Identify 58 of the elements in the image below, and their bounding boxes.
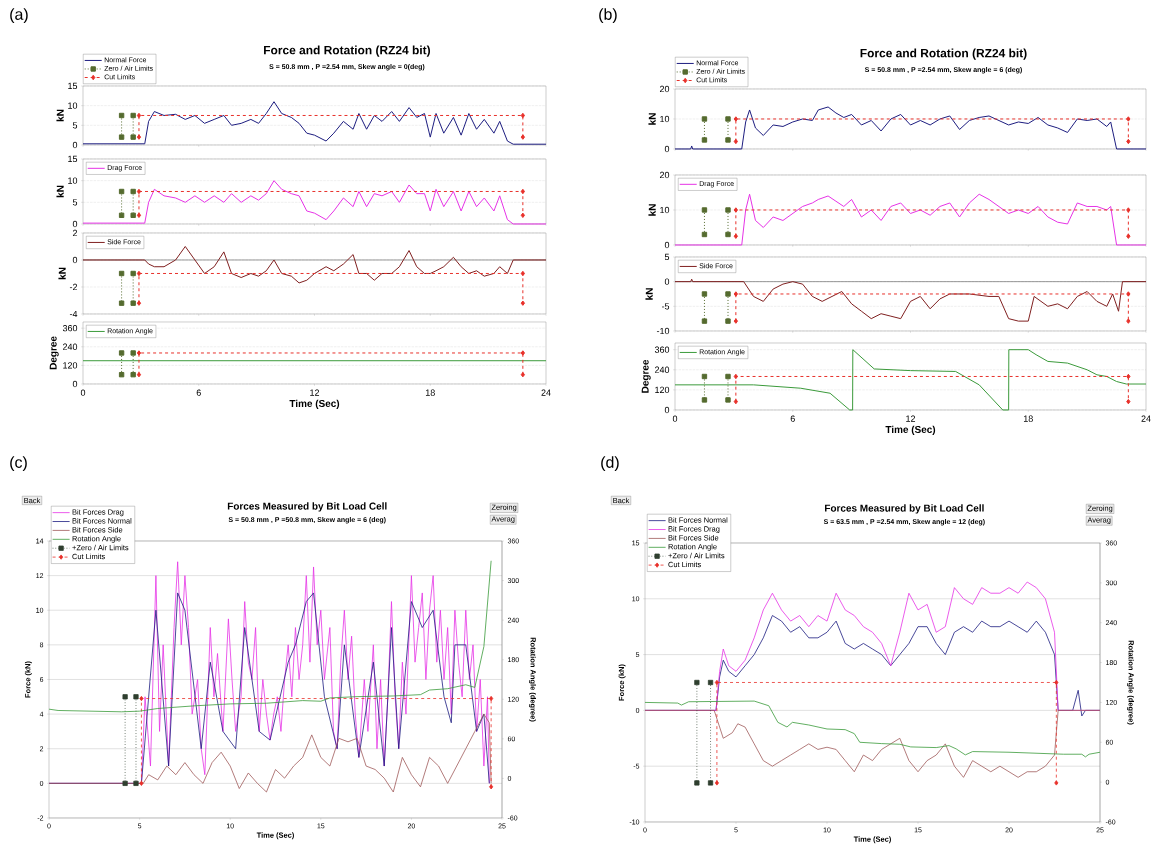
y-axis-title: kN [648, 204, 656, 216]
y-tick-label: 10 [660, 206, 670, 214]
x-tick-label: 24 [541, 389, 551, 396]
y-axis-title: kN [645, 288, 653, 300]
y-tick-label: 20 [659, 85, 670, 93]
chart-title: Forces Measured by Bit Load Cell [825, 504, 984, 514]
x-tick-label: 0 [672, 415, 678, 422]
chart-title: Forces Measured by Bit Load Cell [227, 502, 387, 512]
y-tick-label: 0 [72, 141, 78, 149]
y-axis-title: kN [56, 185, 64, 198]
chart-title: Force and Rotation (RZ24 bit) [264, 45, 431, 57]
x-tick-label: 18 [1023, 415, 1033, 422]
y-tick-label: 10 [660, 115, 670, 123]
x-tick-label: 6 [196, 389, 201, 396]
y-tick-label: 360 [62, 325, 78, 332]
y-tick-label: 0 [664, 406, 670, 414]
y-tick-label: 10 [68, 177, 78, 184]
y-axis-title: kN [58, 267, 66, 280]
y-tick-label: 15 [68, 82, 78, 90]
y-tick-label: 5 [72, 122, 78, 129]
y-tick-label: 5 [664, 253, 670, 261]
y-tick-label: -10 [656, 327, 670, 335]
x-axis-title: Time (Sec) [289, 399, 340, 409]
x-tick-label: 0 [80, 389, 86, 396]
y-tick-label: 0 [72, 220, 78, 228]
y-axis-title: Degree [49, 336, 59, 370]
y-tick-label: 5 [72, 199, 78, 206]
y-tick-label: 120 [655, 386, 670, 394]
y-tick-label: -2 [69, 283, 78, 291]
chart-title: Force and Rotation (RZ24 bit) [860, 48, 1027, 60]
x-tick-label: 12 [310, 389, 320, 396]
y-tick-label: 360 [654, 346, 670, 353]
y-tick-label: 2 [72, 229, 78, 237]
y-tick-label: 240 [62, 343, 78, 350]
text: (a) [10, 8, 28, 24]
y-tick-label: 0 [72, 256, 78, 264]
y-tick-label: 0 [664, 278, 670, 285]
x-tick-label: 18 [425, 389, 435, 396]
text: (d) [601, 456, 619, 472]
y-axis-title: kN [648, 113, 656, 125]
y-tick-label: 0 [664, 145, 670, 153]
x-axis-title: Time (Sec) [885, 425, 936, 435]
y-tick-label: 240 [654, 366, 670, 373]
y-tick-label: -4 [69, 310, 78, 318]
y-axis-title: Degree [641, 359, 651, 393]
y-tick-label: -5 [661, 303, 670, 310]
y-tick-label: 120 [63, 362, 78, 369]
x-tick-label: 24 [1141, 415, 1151, 422]
y-tick-label: 10 [68, 102, 78, 109]
x-tick-label: 6 [790, 415, 795, 422]
x-tick-label: 12 [906, 415, 916, 422]
y-tick-label: 0 [664, 241, 670, 249]
y-tick-label: 15 [68, 155, 78, 163]
text: (b) [599, 8, 617, 24]
text: (c) [10, 456, 27, 472]
y-tick-label: 0 [72, 380, 78, 388]
y-axis-title: kN [56, 109, 64, 122]
y-tick-label: 20 [659, 171, 670, 179]
